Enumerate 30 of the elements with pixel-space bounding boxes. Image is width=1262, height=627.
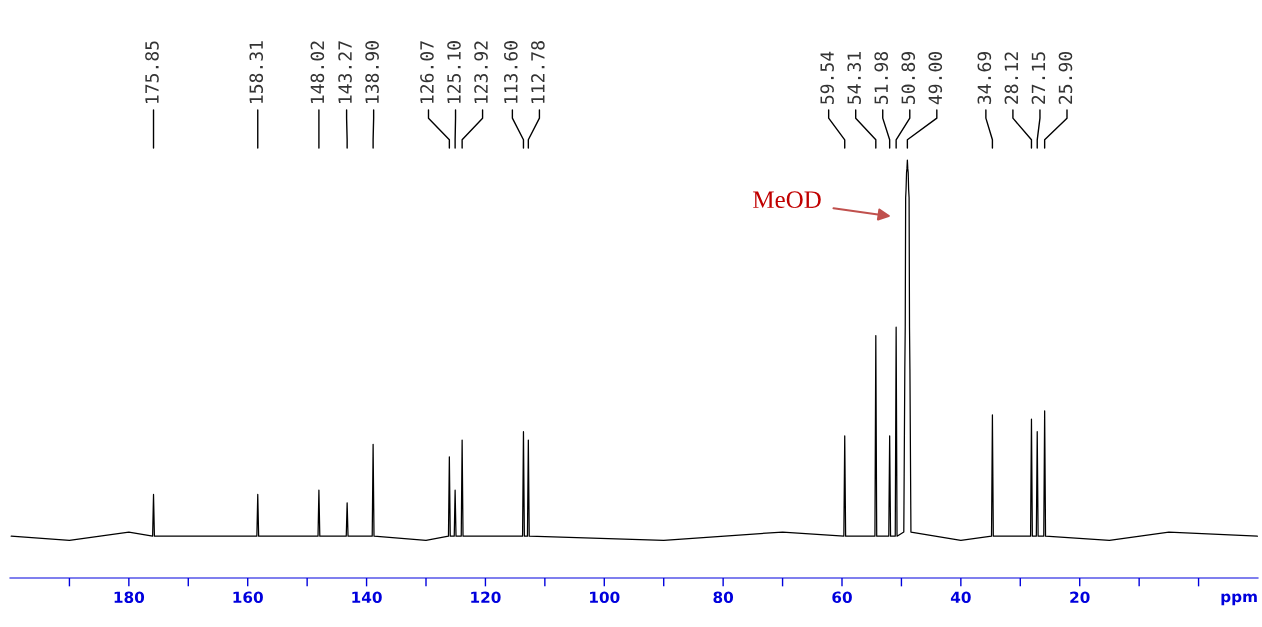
x-tick-label: 60 — [832, 591, 852, 604]
text: 34.69 — [977, 52, 992, 104]
text: 113.60 — [504, 41, 518, 103]
annotation: MeOD — [753, 191, 821, 209]
text: 25.90 — [1058, 51, 1073, 104]
text: 158.31 — [249, 41, 264, 103]
text: 125.10 — [447, 41, 461, 103]
x-tick-label: 120 — [471, 591, 501, 604]
x-tick-label: 180 — [114, 591, 145, 604]
text: 51.98 — [874, 51, 889, 104]
x-tick-label: 140 — [352, 591, 382, 604]
x-axis-title: ppm — [1221, 593, 1257, 606]
text: 49.00 — [928, 51, 943, 105]
text: 126.07 — [420, 41, 434, 103]
x-tick-label: 80 — [713, 591, 734, 604]
text: 27.15 — [1031, 52, 1046, 104]
x-tick-label: 100 — [590, 591, 620, 604]
text: 143.27 — [338, 41, 352, 103]
x-tick-label: 160 — [233, 591, 263, 604]
text: 138.90 — [365, 41, 379, 103]
text: 123.92 — [474, 41, 488, 103]
text: 50.89 — [901, 52, 916, 104]
text: 112.78 — [531, 41, 545, 103]
text: 59.54 — [820, 51, 834, 104]
x-tick-label: 20 — [1070, 591, 1090, 604]
x-tick-label: 40 — [950, 591, 971, 604]
text: 148.02 — [310, 41, 325, 103]
text: 28.12 — [1004, 52, 1019, 104]
text: 175.85 — [145, 41, 159, 103]
text: 54.31 — [847, 52, 861, 104]
